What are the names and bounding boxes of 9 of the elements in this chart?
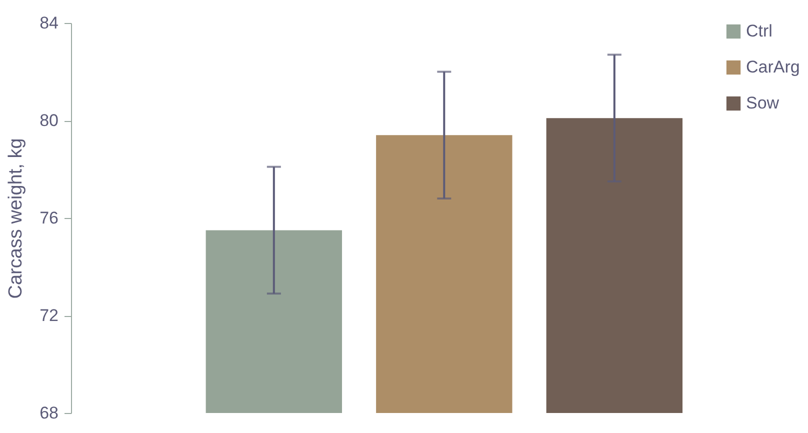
legend-label: Ctrl — [746, 22, 772, 40]
y-tick-label: 84 — [40, 14, 58, 32]
legend-label: CarArg — [746, 58, 800, 76]
legend-label: Sow — [746, 94, 780, 112]
y-tick-label: 72 — [40, 306, 58, 325]
y-axis-title: Carcass weight, kg — [6, 138, 27, 299]
y-tick-label: 76 — [40, 208, 58, 228]
y-tick-label: 68 — [40, 404, 58, 422]
y-tick-label: 80 — [40, 111, 58, 130]
